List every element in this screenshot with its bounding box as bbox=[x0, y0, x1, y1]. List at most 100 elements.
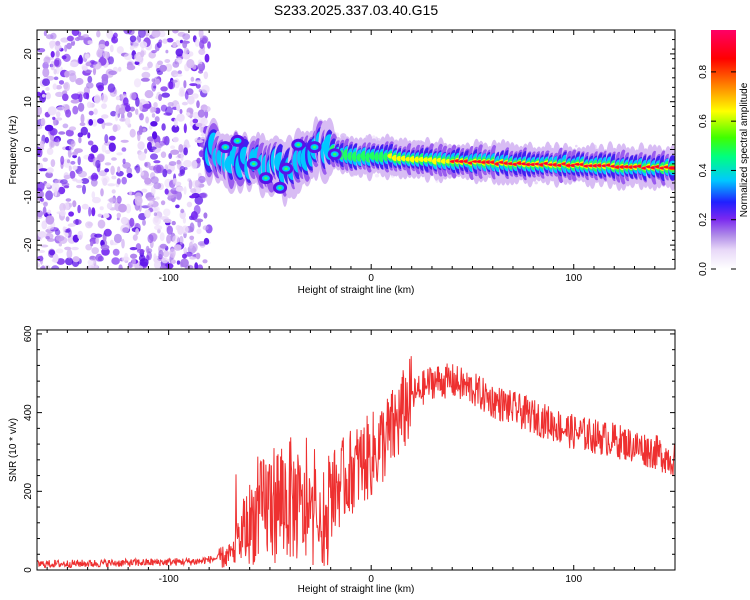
noise-blob bbox=[179, 109, 183, 114]
noise-blob bbox=[108, 197, 118, 204]
noise-blob bbox=[158, 249, 164, 259]
ridge-mark bbox=[312, 145, 317, 149]
noise-blob bbox=[151, 50, 157, 54]
noise-blob bbox=[121, 147, 127, 152]
noise-blob bbox=[66, 159, 71, 164]
noise-blob bbox=[191, 159, 198, 170]
noise-blob bbox=[168, 161, 177, 166]
noise-blob bbox=[93, 94, 101, 104]
noise-blob bbox=[194, 218, 204, 223]
noise-blob bbox=[129, 45, 135, 51]
noise-blob bbox=[154, 215, 159, 223]
noise-blob bbox=[118, 203, 127, 213]
noise-blob bbox=[37, 231, 47, 238]
noise-blob bbox=[186, 201, 193, 208]
noise-blob bbox=[198, 48, 206, 56]
colorbar-tick-label: 0.2 bbox=[698, 212, 709, 226]
noise-blob bbox=[163, 112, 172, 116]
noise-blob bbox=[196, 157, 201, 164]
noise-blob bbox=[52, 83, 57, 90]
noise-blob bbox=[77, 31, 82, 37]
noise-blob bbox=[151, 113, 156, 118]
noise-blob bbox=[55, 235, 65, 242]
noise-blob bbox=[60, 155, 65, 165]
noise-blob bbox=[575, 144, 578, 148]
noise-blob bbox=[122, 158, 126, 164]
noise-blob bbox=[160, 151, 167, 158]
noise-blob bbox=[97, 44, 106, 49]
noise-blob bbox=[201, 37, 208, 44]
noise-blob bbox=[139, 258, 149, 267]
noise-blob bbox=[101, 114, 109, 119]
noise-blob bbox=[108, 135, 116, 141]
noise-blob bbox=[195, 122, 203, 127]
noise-blob bbox=[186, 144, 191, 148]
noise-blob bbox=[172, 136, 179, 143]
noise-blob bbox=[144, 209, 151, 219]
noise-blob bbox=[58, 186, 66, 195]
noise-blob bbox=[37, 262, 41, 268]
noise-blob bbox=[84, 69, 93, 74]
spectrogram-y-label: Frequency (Hz) bbox=[8, 116, 19, 185]
noise-blob bbox=[90, 144, 99, 153]
noise-blob bbox=[190, 76, 195, 82]
noise-blob bbox=[160, 86, 168, 92]
noise-blob bbox=[179, 235, 184, 245]
ridge-mark bbox=[278, 186, 282, 190]
noise-blob bbox=[185, 112, 191, 116]
noise-blob bbox=[87, 132, 91, 139]
noise-blob bbox=[101, 103, 107, 109]
noise-blob bbox=[103, 213, 110, 219]
noise-blob bbox=[161, 92, 170, 98]
noise-blob bbox=[173, 117, 178, 128]
noise-blob bbox=[207, 41, 211, 49]
noise-blob bbox=[176, 113, 185, 122]
noise-blob bbox=[50, 51, 55, 58]
noise-blob bbox=[151, 30, 161, 38]
noise-blob bbox=[164, 188, 169, 195]
noise-blob bbox=[110, 242, 118, 246]
noise-blob bbox=[77, 156, 81, 166]
noise-blob bbox=[53, 57, 62, 68]
noise-blob bbox=[203, 71, 209, 80]
noise-blob bbox=[150, 146, 157, 150]
x-tick-label: 100 bbox=[565, 273, 582, 284]
noise-blob bbox=[172, 178, 177, 185]
noise-blob bbox=[144, 148, 148, 154]
noise-blob bbox=[167, 80, 176, 90]
snr-panel: -100 0 100 0 200 400 600 Height of straight li… bbox=[8, 325, 676, 595]
noise-blob bbox=[86, 82, 94, 89]
noise-blob bbox=[168, 153, 173, 159]
noise-blob bbox=[129, 35, 137, 43]
noise-blob bbox=[49, 249, 55, 256]
noise-blob bbox=[65, 257, 74, 266]
noise-blob bbox=[116, 212, 122, 219]
noise-blob bbox=[116, 46, 124, 54]
noise-blob bbox=[46, 225, 55, 230]
noise-blob bbox=[59, 202, 66, 212]
noise-blob bbox=[182, 253, 187, 259]
noise-blob bbox=[110, 165, 115, 176]
noise-blob bbox=[78, 136, 82, 144]
noise-blob bbox=[135, 228, 140, 236]
ridge-mark bbox=[264, 176, 268, 180]
noise-blob bbox=[122, 227, 129, 233]
noise-blob bbox=[37, 91, 41, 97]
y-tick-label: 200 bbox=[23, 483, 34, 500]
noise-blob bbox=[132, 234, 138, 241]
noise-blob bbox=[65, 129, 74, 137]
noise-blob bbox=[77, 56, 84, 65]
noise-blob bbox=[179, 87, 185, 94]
noise-blob bbox=[171, 220, 176, 226]
noise-blob bbox=[169, 248, 176, 258]
noise-blob bbox=[43, 201, 48, 207]
noise-blob bbox=[190, 188, 197, 194]
noise-blob bbox=[117, 66, 122, 72]
noise-blob bbox=[129, 217, 135, 227]
noise-blob bbox=[191, 243, 198, 252]
noise-blob bbox=[201, 84, 210, 94]
noise-blob bbox=[87, 75, 93, 83]
noise-blob bbox=[138, 30, 146, 38]
noise-blob bbox=[42, 78, 50, 86]
